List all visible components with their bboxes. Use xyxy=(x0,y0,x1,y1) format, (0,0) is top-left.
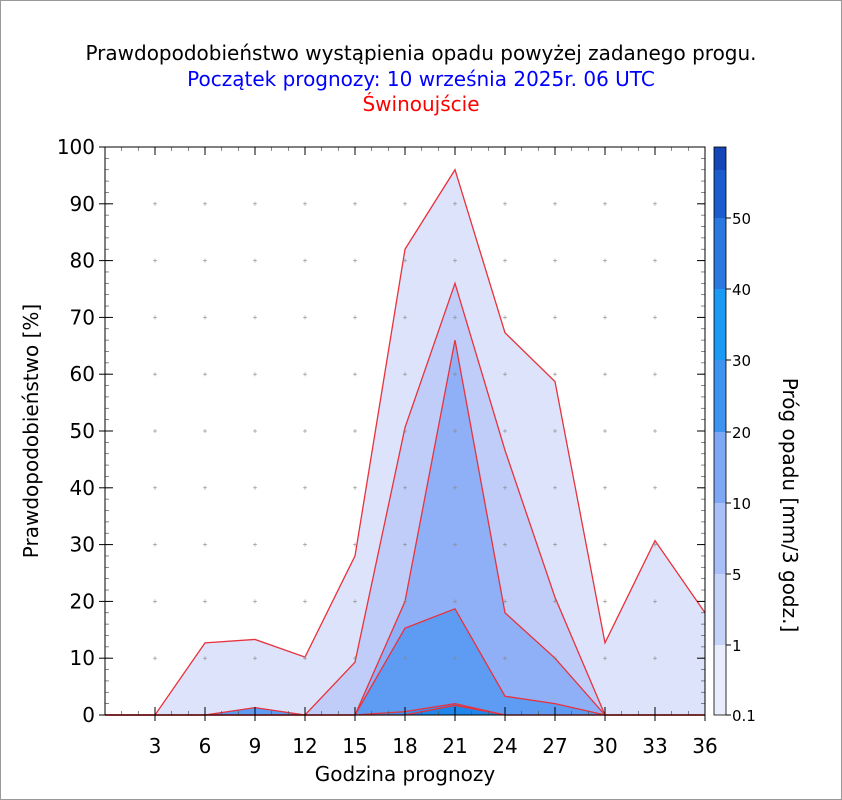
x-tick-label: 3 xyxy=(149,734,162,758)
grid-marks xyxy=(153,201,657,661)
colorbar-band xyxy=(714,170,726,218)
colorbar-border xyxy=(713,146,727,716)
colorbar: 0.1 1 5 10 20 30 40 50 xyxy=(713,146,756,725)
x-axis-label: Godzina prognozy xyxy=(315,762,496,786)
y-tick-label: 100 xyxy=(57,135,95,159)
colorbar-band xyxy=(714,503,726,574)
x-tick-label: 36 xyxy=(692,734,717,758)
colorbar-band xyxy=(714,147,726,170)
y-tick-label: 40 xyxy=(70,476,95,500)
y-tick-label: 20 xyxy=(70,589,95,613)
y-axis-label: Prawdopodobieństwo [%] xyxy=(19,304,43,558)
y-tick-label: 60 xyxy=(70,362,95,386)
y-tick-label: 30 xyxy=(70,533,95,557)
colorbar-tick-label: 30 xyxy=(732,352,751,370)
colorbar-tick-label: 40 xyxy=(732,281,751,299)
colorbar-tick-label: 50 xyxy=(732,210,751,228)
x-tick-label: 30 xyxy=(592,734,617,758)
station-name: Świnoujście xyxy=(362,92,480,116)
colorbar-tick-label: 1 xyxy=(732,637,742,655)
colorbar-band xyxy=(714,218,726,289)
y-tick-label: 80 xyxy=(70,249,95,273)
y-tick-label: 90 xyxy=(70,192,95,216)
y-tick-label: 70 xyxy=(70,305,95,329)
colorbar-tick-label: 20 xyxy=(732,424,751,442)
colorbar-tick-label: 5 xyxy=(732,566,742,584)
colorbar-band xyxy=(714,432,726,503)
x-tick-label: 9 xyxy=(249,734,262,758)
x-tick-label: 6 xyxy=(199,734,212,758)
x-tick-label: 27 xyxy=(542,734,567,758)
x-tick-label: 21 xyxy=(442,734,467,758)
y-tick-label: 10 xyxy=(70,646,95,670)
x-tick-label: 15 xyxy=(342,734,367,758)
x-tick-label: 33 xyxy=(642,734,667,758)
x-axis-ticks: 3 6 9 12 15 18 21 24 27 30 33 36 xyxy=(149,147,718,758)
y-tick-label: 50 xyxy=(70,419,95,443)
colorbar-band xyxy=(714,574,726,645)
colorbar-tick-label: 10 xyxy=(732,495,751,513)
colorbar-band xyxy=(714,360,726,432)
x-tick-label: 12 xyxy=(292,734,317,758)
y-tick-label: 0 xyxy=(82,703,95,727)
colorbar-band xyxy=(714,289,726,360)
chart-subtitle: Początek prognozy: 10 września 2025r. 06… xyxy=(187,67,655,91)
x-tick-label: 18 xyxy=(392,734,417,758)
colorbar-band xyxy=(714,645,726,715)
area-threshold-3 xyxy=(105,608,705,715)
chart-title: Prawdopodobieństwo wystąpienia opadu pow… xyxy=(85,41,757,65)
x-tick-label: 24 xyxy=(492,734,517,758)
area-threshold-1 xyxy=(105,283,705,715)
colorbar-label: Próg opadu [mm/3 godz.] xyxy=(778,378,802,633)
y-axis-ticks: 0 10 20 30 40 50 60 70 80 90 100 xyxy=(57,135,705,727)
series-line-0 xyxy=(105,168,706,716)
colorbar-tick-label: 0.1 xyxy=(732,707,756,725)
